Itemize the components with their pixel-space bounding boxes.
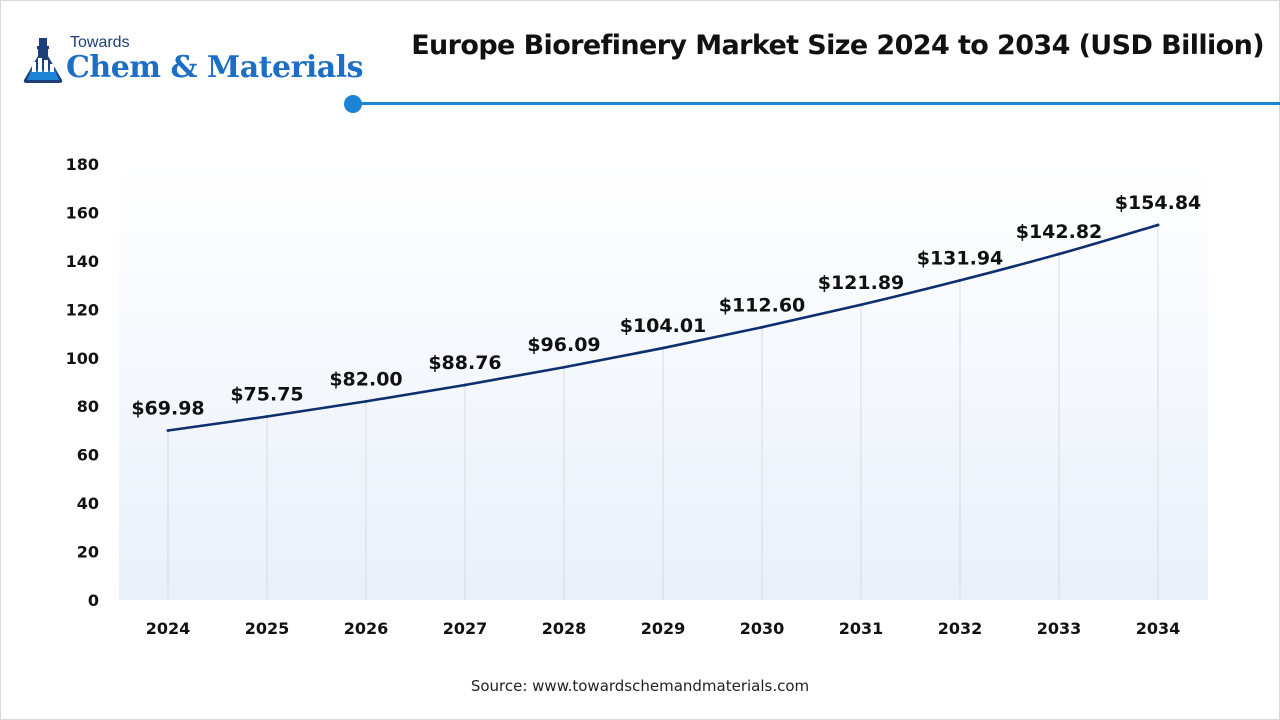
x-tick-label: 2027: [443, 619, 488, 638]
data-point-2031: [859, 303, 863, 307]
x-tick-label: 2031: [839, 619, 884, 638]
data-label-2024: $69.98: [131, 397, 204, 419]
data-point-2025: [265, 415, 269, 418]
data-label-2028: $96.09: [527, 334, 600, 356]
x-tick-label: 2024: [146, 619, 191, 638]
data-point-2027: [463, 383, 467, 387]
x-tick-label: 2029: [641, 619, 686, 638]
brand-logo: Towards Chem & Materials: [22, 34, 364, 86]
data-point-2028: [562, 365, 566, 369]
title-rule-dot: [344, 95, 362, 113]
data-label-2032: $131.94: [917, 247, 1004, 269]
x-tick-label: 2030: [740, 619, 785, 638]
y-tick-label: 40: [77, 494, 99, 513]
y-tick-label: 0: [88, 591, 99, 610]
y-tick-label: 180: [66, 155, 99, 174]
x-tick-label: 2032: [938, 619, 983, 638]
data-label-2033: $142.82: [1016, 221, 1103, 243]
data-label-2030: $112.60: [719, 294, 806, 316]
data-point-2029: [661, 346, 665, 350]
y-tick-label: 140: [66, 252, 99, 271]
source-note: Source: www.towardschemandmaterials.com: [470, 677, 810, 695]
brand-main-text: Chem & Materials: [66, 50, 364, 85]
title-rule-line: [360, 102, 1280, 105]
x-tick-label: 2026: [344, 619, 389, 638]
x-tick-label: 2028: [542, 619, 587, 638]
data-label-2026: $82.00: [329, 368, 402, 390]
chart-title: Europe Biorefinery Market Size 2024 to 2…: [411, 30, 1264, 61]
y-tick-label: 60: [77, 446, 99, 465]
data-point-2034: [1156, 223, 1160, 227]
y-tick-label: 120: [66, 300, 99, 319]
y-tick-label: 20: [77, 543, 99, 562]
y-tick-label: 100: [66, 349, 99, 368]
y-tick-label: 80: [77, 397, 99, 416]
data-point-2032: [958, 279, 962, 282]
x-tick-label: 2034: [1136, 619, 1181, 638]
x-tick-label: 2033: [1037, 619, 1082, 638]
data-label-2027: $88.76: [428, 352, 501, 374]
data-point-2033: [1057, 252, 1061, 256]
x-tick-label: 2025: [245, 619, 290, 638]
data-point-2030: [760, 325, 764, 329]
data-label-2025: $75.75: [230, 384, 303, 406]
flask-building-icon: [23, 38, 63, 83]
brand-top-text: Towards: [70, 34, 130, 51]
data-point-2026: [364, 399, 368, 403]
y-tick-label: 160: [66, 203, 99, 222]
data-label-2029: $104.01: [620, 315, 707, 337]
data-label-2031: $121.89: [818, 272, 905, 294]
data-label-2034: $154.84: [1115, 192, 1202, 214]
data-point-2024: [166, 429, 170, 432]
